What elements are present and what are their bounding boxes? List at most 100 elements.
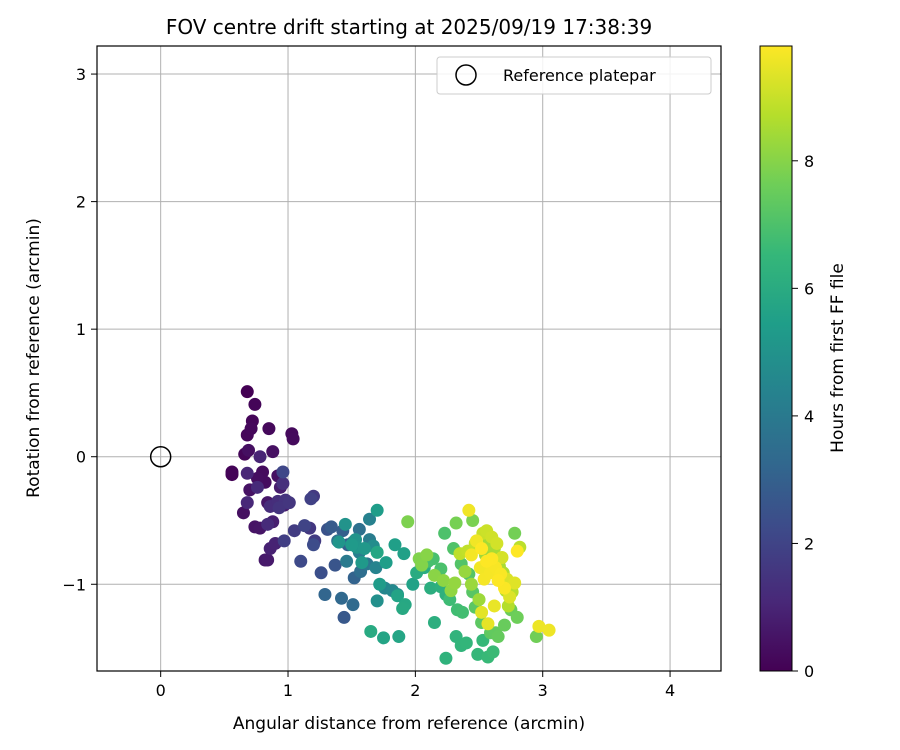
data-point (266, 445, 280, 459)
data-point (250, 471, 264, 485)
data-point (240, 385, 254, 399)
data-point (475, 605, 489, 619)
data-point (491, 573, 505, 587)
data-point (304, 492, 318, 506)
data-point (379, 556, 393, 570)
data-point (298, 519, 312, 533)
data-point (324, 520, 338, 534)
x-axis-ticks: 0 1 2 3 4 (156, 671, 675, 700)
data-point (406, 577, 420, 591)
y-tick-label: 1 (76, 320, 86, 339)
colorbar-ticks: 0 2 4 6 8 (792, 152, 814, 681)
data-point (306, 538, 320, 552)
plot-frame (96, 45, 722, 672)
data-point (240, 496, 254, 510)
data-point (508, 576, 522, 590)
data-point (464, 548, 478, 562)
data-point (345, 538, 359, 552)
y-axis-label: Rotation from reference (arcmin) (24, 218, 44, 498)
data-point (438, 526, 452, 540)
data-point (370, 545, 384, 559)
reference-platepar-marker (149, 445, 172, 468)
data-point (369, 561, 383, 575)
legend-reference-marker (455, 64, 477, 86)
data-point (287, 524, 301, 538)
data-point (388, 538, 402, 552)
data-point (458, 565, 472, 579)
data-point (253, 450, 267, 464)
data-point (510, 610, 524, 624)
legend: Reference platepar (436, 56, 712, 95)
data-point (424, 581, 438, 595)
data-point (542, 623, 556, 637)
x-tick-label: 4 (665, 681, 675, 700)
data-point (466, 513, 480, 527)
x-axis-label: Angular distance from reference (arcmin) (233, 714, 585, 734)
data-point (337, 610, 351, 624)
data-point (462, 503, 476, 517)
data-point (357, 542, 371, 556)
x-tick-label: 3 (538, 681, 548, 700)
data-point (498, 618, 512, 632)
data-point (272, 501, 286, 515)
colorbar-tick-label: 8 (804, 152, 814, 171)
data-point (472, 593, 486, 607)
data-point (373, 577, 387, 591)
data-points (225, 385, 556, 665)
colorbar-tick-label: 0 (804, 662, 814, 681)
data-point (244, 422, 258, 436)
data-point (225, 465, 239, 479)
colorbar-label: Hours from first FF file (828, 263, 848, 453)
y-tick-label: −1 (62, 575, 86, 594)
grid-lines (97, 46, 721, 671)
data-point (508, 526, 522, 540)
data-point (392, 630, 406, 644)
data-point (338, 517, 352, 531)
data-point (294, 554, 308, 568)
y-tick-label: 2 (76, 193, 86, 212)
data-point (491, 630, 505, 644)
data-point (346, 598, 360, 612)
data-point (464, 577, 478, 591)
data-point (314, 566, 328, 580)
colorbar-tick-label: 4 (804, 407, 814, 426)
data-point (340, 554, 354, 568)
data-point (487, 599, 501, 613)
x-tick-label: 0 (156, 681, 166, 700)
data-point (391, 589, 405, 603)
data-point (261, 553, 275, 567)
data-point (370, 503, 384, 517)
legend-box (436, 56, 712, 95)
data-point (248, 397, 262, 411)
data-point (486, 645, 500, 659)
data-point (261, 517, 275, 531)
colorbar: 0 2 4 6 8 Hours from first FF file (759, 45, 848, 681)
data-point (364, 624, 378, 638)
data-point (401, 515, 415, 529)
data-point (459, 636, 473, 650)
data-point (427, 616, 441, 630)
colorbar-tick-label: 6 (804, 279, 814, 298)
data-point (318, 587, 332, 601)
data-point (282, 496, 296, 510)
data-point (332, 535, 346, 549)
data-point (510, 544, 524, 558)
data-point (286, 432, 300, 446)
data-point (455, 605, 469, 619)
data-point (495, 550, 509, 564)
chart-title: FOV centre drift starting at 2025/09/19 … (166, 15, 652, 39)
y-axis-ticks: −1 0 1 2 3 (62, 65, 97, 594)
colorbar-tick-label: 2 (804, 534, 814, 553)
data-point (236, 506, 250, 520)
data-point (328, 558, 342, 572)
data-point (490, 536, 504, 550)
data-point (475, 542, 489, 556)
data-point (335, 591, 349, 605)
data-point (480, 554, 494, 568)
reference-marker-group (149, 445, 172, 468)
data-point (471, 647, 485, 661)
data-point (352, 522, 366, 536)
x-tick-label: 2 (410, 681, 420, 700)
data-point (481, 617, 495, 631)
